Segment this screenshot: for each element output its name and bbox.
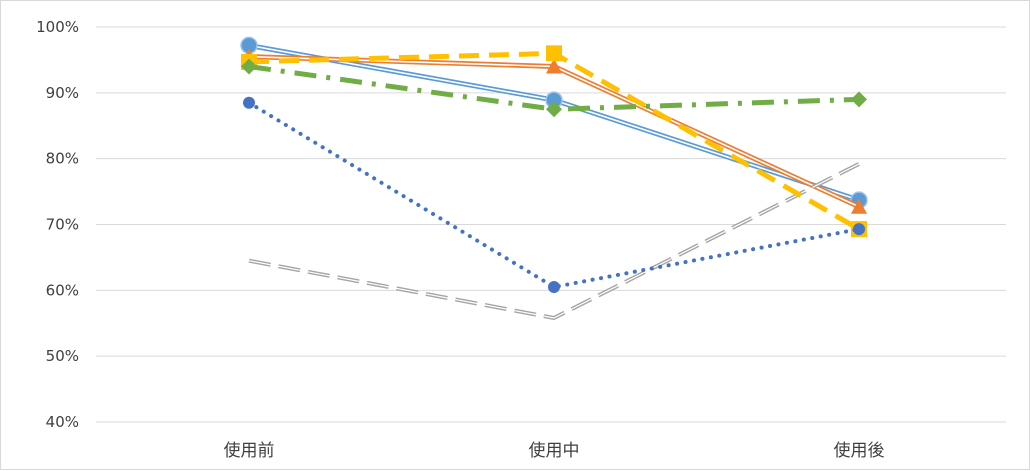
data-point: [546, 58, 562, 74]
x-category-label: 使用後: [834, 440, 885, 461]
series-line: [248, 64, 860, 112]
series-line: [248, 162, 860, 320]
data-point: [546, 101, 562, 118]
data-point: [241, 58, 257, 75]
series-5: [243, 96, 865, 294]
data-point: [851, 198, 867, 214]
y-axis-ticks: 40% 50% 60% 70% 80% 90% 100%: [36, 18, 79, 431]
series-1: [240, 36, 868, 209]
data-point: [548, 281, 560, 294]
x-axis-categories: 使用前 使用中 使用後: [224, 440, 885, 461]
series-line: [247, 100, 861, 290]
y-tick-label: 50%: [46, 347, 79, 365]
series-3: [248, 162, 860, 320]
series-6: [241, 58, 867, 118]
y-tick-label: 70%: [46, 216, 79, 234]
series-lines: [240, 36, 868, 320]
y-tick-label: 60%: [46, 281, 79, 299]
series-line-inner: [248, 163, 860, 319]
data-point: [243, 96, 255, 109]
data-point: [851, 91, 867, 108]
x-category-label: 使用中: [529, 440, 580, 461]
data-point: [546, 45, 562, 62]
y-tick-label: 100%: [36, 18, 79, 36]
x-category-label: 使用前: [224, 440, 275, 461]
y-tick-label: 90%: [46, 84, 79, 102]
y-tick-label: 40%: [46, 413, 79, 431]
data-point: [853, 223, 865, 236]
series-2: [241, 48, 867, 214]
gridlines: [96, 26, 1006, 423]
y-tick-label: 80%: [46, 150, 79, 168]
